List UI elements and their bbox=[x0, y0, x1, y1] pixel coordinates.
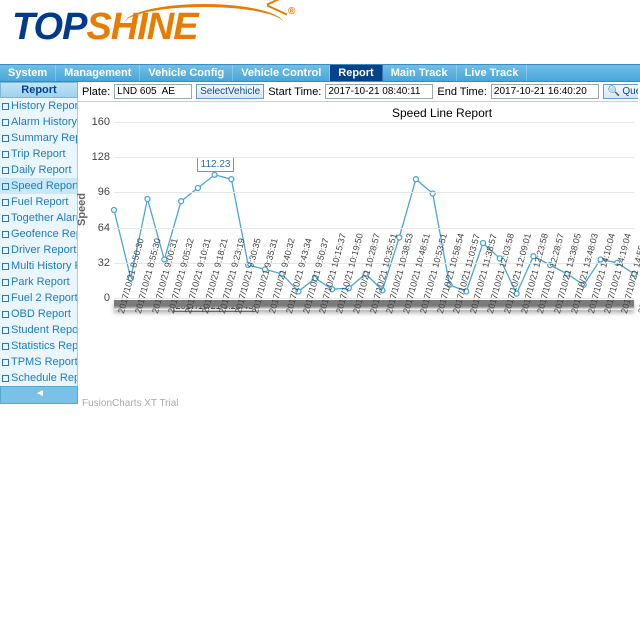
sidebar-item-multi-history-r[interactable]: Multi History R bbox=[0, 258, 77, 274]
nav-tab-vehicle-config[interactable]: Vehicle Config bbox=[140, 65, 233, 81]
sidebar-item-park-report[interactable]: Park Report bbox=[0, 274, 77, 290]
filter-bar: Plate: SelectVehicle Start Time: End Tim… bbox=[78, 82, 638, 102]
sidebar-item-trip-report[interactable]: Trip Report bbox=[0, 146, 77, 162]
nav-tab-vehicle-control[interactable]: Vehicle Control bbox=[233, 65, 330, 81]
main-nav: SystemManagementVehicle ConfigVehicle Co… bbox=[0, 64, 640, 82]
sidebar-item-speed-report[interactable]: Speed Report bbox=[0, 178, 77, 194]
speed-chart: Speed Line Report Speed 112.23 2017/10/2… bbox=[82, 106, 636, 456]
end-time-label: End Time: bbox=[437, 86, 487, 98]
y-tick: 64 bbox=[86, 222, 110, 234]
search-icon: 🔍 bbox=[608, 86, 620, 97]
sidebar-item-statistics-repo[interactable]: Statistics Repo bbox=[0, 338, 77, 354]
sidebar-item-driver-report[interactable]: Driver Report bbox=[0, 242, 77, 258]
sidebar-item-tpms-report[interactable]: TPMS Report bbox=[0, 354, 77, 370]
y-tick: 32 bbox=[86, 257, 110, 269]
tooltip-value: 112.23 bbox=[197, 157, 235, 172]
query-button[interactable]: 🔍Query bbox=[603, 84, 638, 99]
sidebar-item-schedule-repo[interactable]: Schedule Repo bbox=[0, 370, 77, 386]
sidebar-item-fuel-2-report[interactable]: Fuel 2 Report bbox=[0, 290, 77, 306]
sidebar-collapse[interactable] bbox=[0, 386, 78, 404]
watermark: FusionCharts XT Trial bbox=[82, 398, 179, 409]
end-time-input[interactable] bbox=[491, 84, 599, 99]
y-tick: 0 bbox=[86, 292, 110, 304]
y-tick: 96 bbox=[86, 186, 110, 198]
plate-label: Plate: bbox=[82, 86, 110, 98]
sidebar-item-history-report[interactable]: History Report bbox=[0, 98, 77, 114]
x-ticks: 2017/10/21 8:50:302017/10/21 8:55:302017… bbox=[114, 312, 634, 402]
sidebar-title: Report bbox=[0, 82, 78, 98]
nav-tab-live-track[interactable]: Live Track bbox=[457, 65, 528, 81]
nav-tab-main-track[interactable]: Main Track bbox=[383, 65, 457, 81]
y-tick: 160 bbox=[86, 116, 110, 128]
y-tick: 128 bbox=[86, 151, 110, 163]
sidebar-item-student-report[interactable]: Student Report bbox=[0, 322, 77, 338]
sidebar-item-together-alarm[interactable]: Together Alarm bbox=[0, 210, 77, 226]
select-vehicle-button[interactable]: SelectVehicle bbox=[196, 84, 264, 99]
plate-input[interactable] bbox=[114, 84, 192, 99]
sidebar-item-summary-rep[interactable]: Summary Rep bbox=[0, 130, 77, 146]
nav-tab-system[interactable]: System bbox=[0, 65, 56, 81]
logo: TOPSHINE ® bbox=[12, 6, 198, 49]
nav-tab-report[interactable]: Report bbox=[330, 65, 382, 81]
sidebar: History ReportAlarm HistorySummary RepTr… bbox=[0, 98, 78, 386]
sidebar-item-geofence-repo[interactable]: Geofence Repo bbox=[0, 226, 77, 242]
chart-title: Speed Line Report bbox=[392, 106, 492, 120]
sidebar-item-fuel-report[interactable]: Fuel Report bbox=[0, 194, 77, 210]
sidebar-item-obd-report[interactable]: OBD Report bbox=[0, 306, 77, 322]
start-time-label: Start Time: bbox=[268, 86, 321, 98]
nav-tab-management[interactable]: Management bbox=[56, 65, 140, 81]
start-time-input[interactable] bbox=[325, 84, 433, 99]
sidebar-item-daily-report[interactable]: Daily Report bbox=[0, 162, 77, 178]
sidebar-item-alarm-history[interactable]: Alarm History bbox=[0, 114, 77, 130]
